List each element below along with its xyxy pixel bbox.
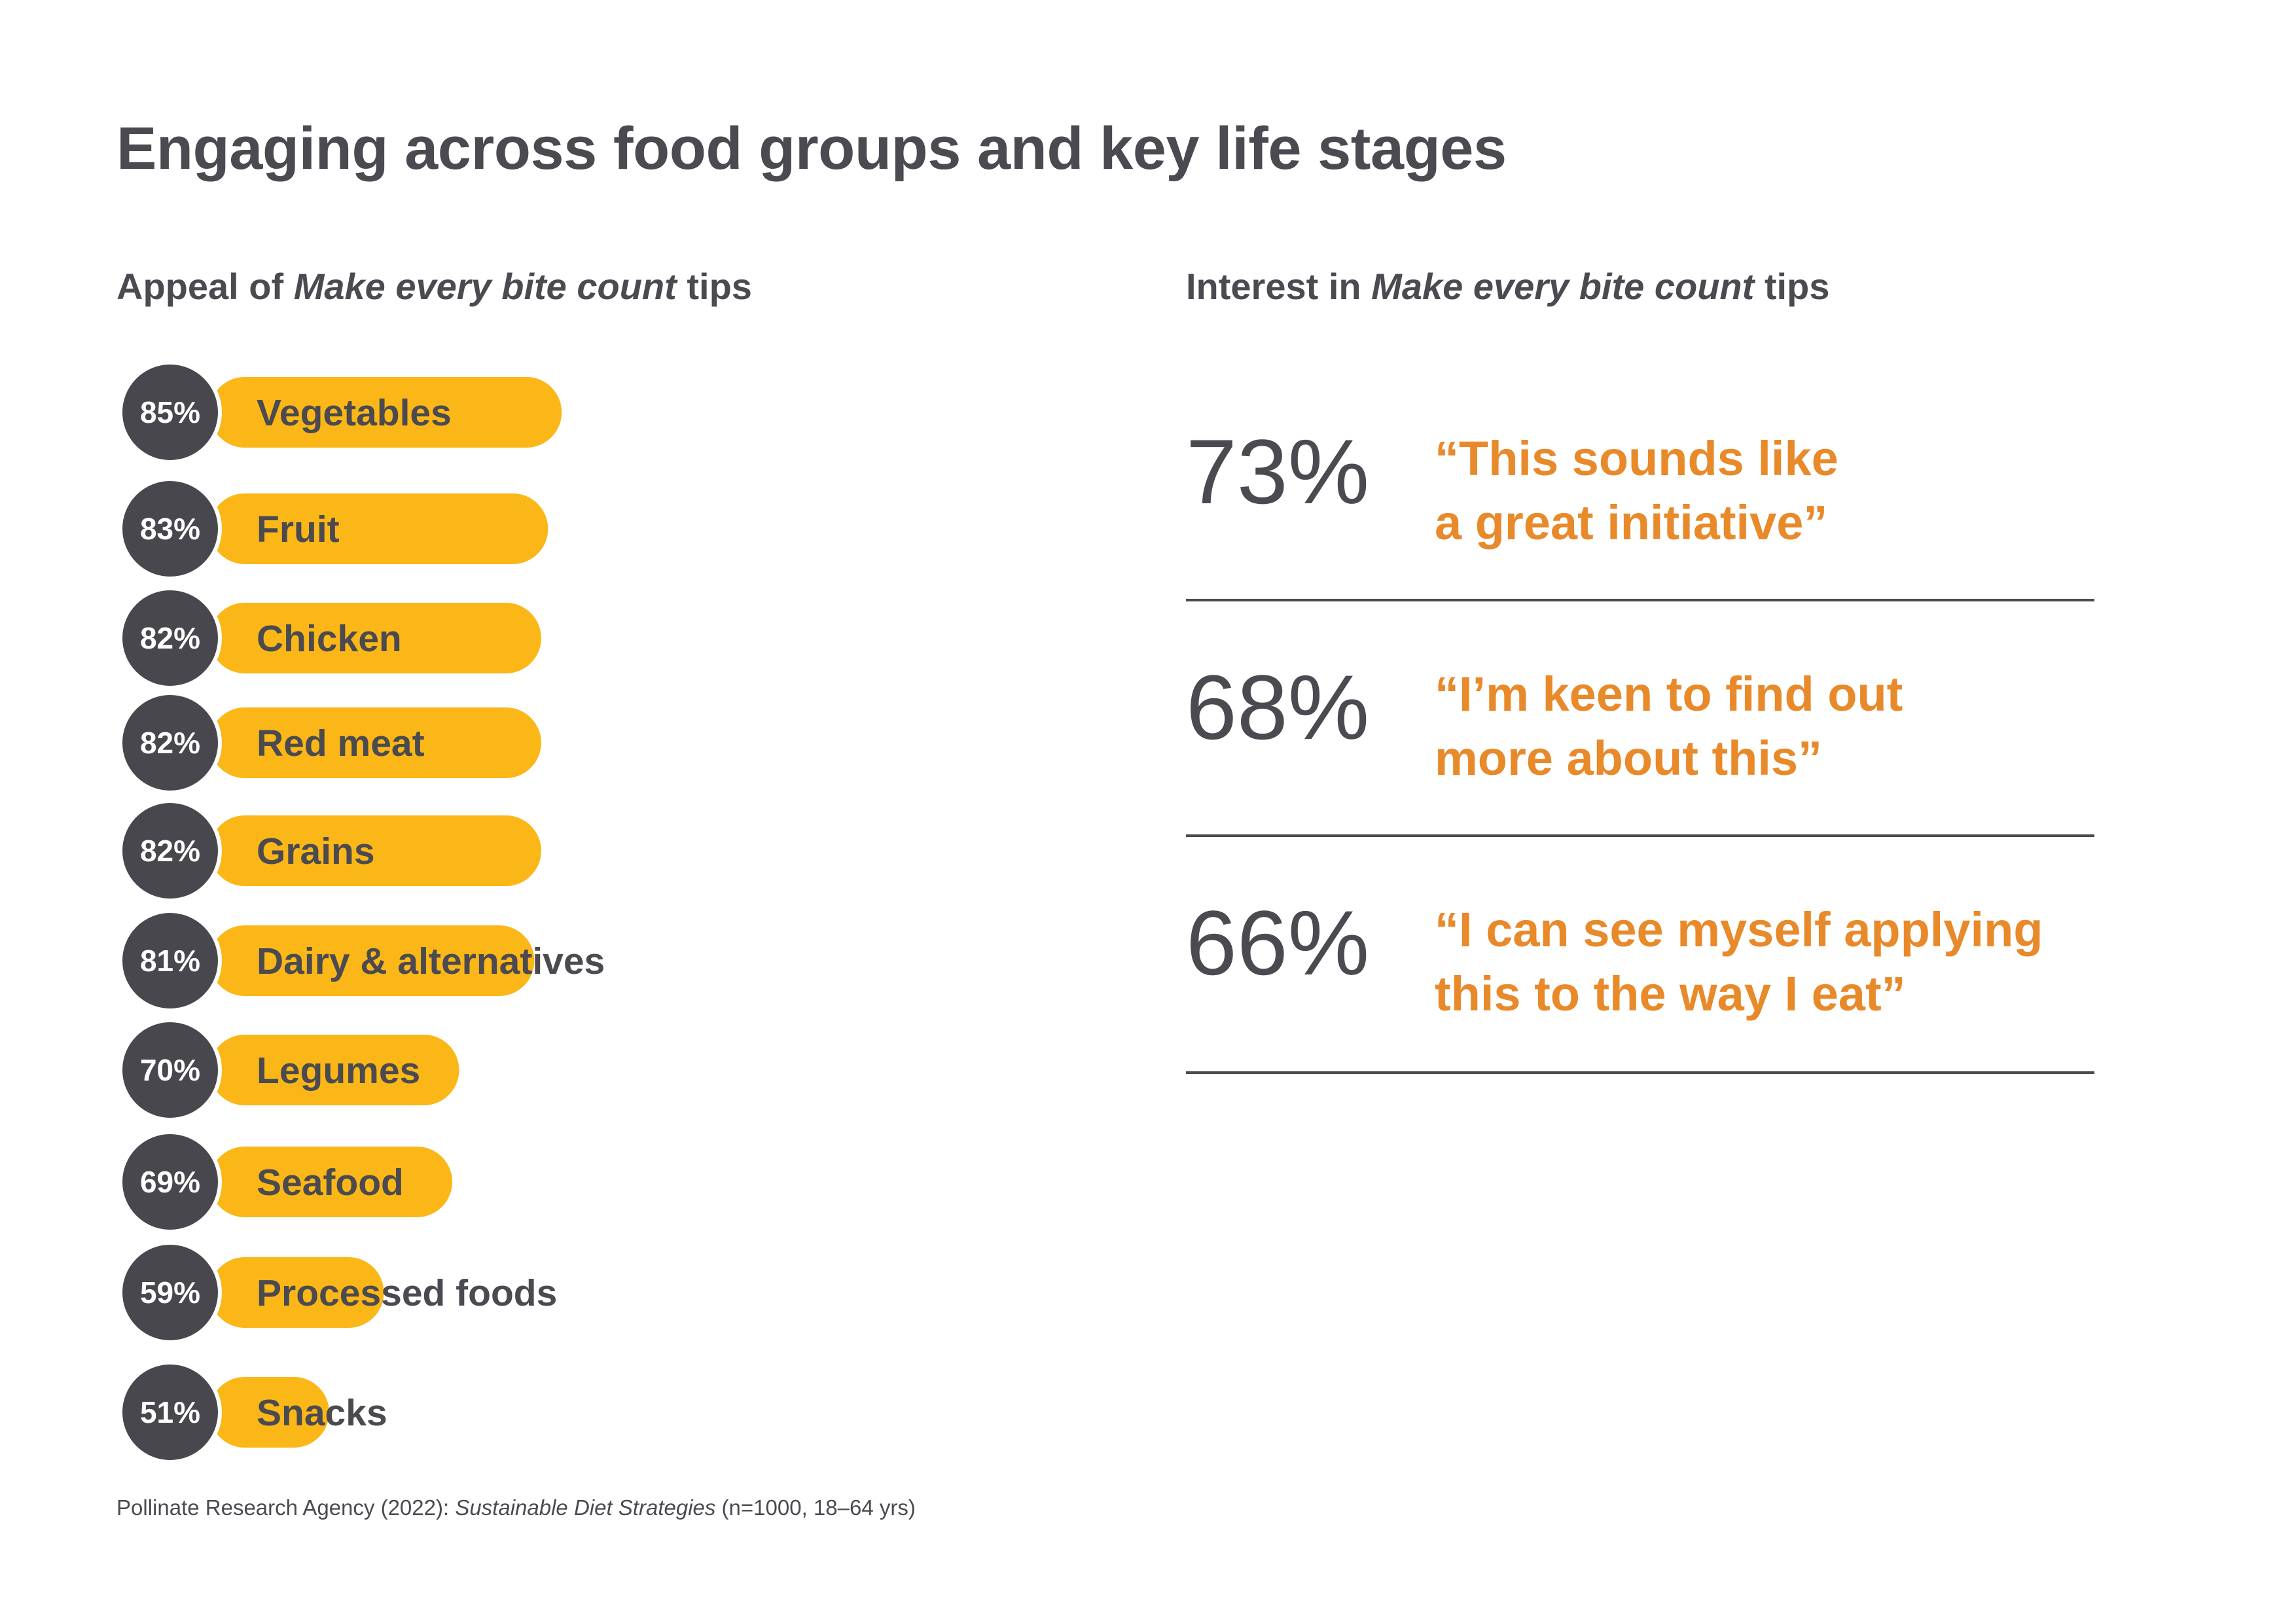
percent-label: 70% <box>140 1053 200 1087</box>
category-label: Red meat <box>257 722 425 764</box>
appeal-subheading-suffix: tips <box>676 266 752 307</box>
bar-chicken <box>209 603 541 673</box>
bar-snacks <box>209 1377 329 1448</box>
bar-dairy-alternatives <box>209 925 535 996</box>
percent-badge <box>118 477 222 580</box>
interest-subheading-emphasis: Make every bite count <box>1371 266 1755 307</box>
interest-quote-line: a great initiative” <box>1435 495 1828 550</box>
percent-badge <box>118 1130 222 1234</box>
interest-quote-line: this to the way I eat” <box>1435 967 1906 1021</box>
percent-label: 59% <box>140 1275 200 1310</box>
divider <box>1186 1071 2094 1074</box>
page-title: Engaging across food groups and key life… <box>117 115 1507 182</box>
category-label: Chicken <box>257 618 402 660</box>
category-label: Vegetables <box>257 392 452 434</box>
interest-quote-line: “This sounds like <box>1435 431 1839 486</box>
interest-quote: “I can see myself applying this to the w… <box>1435 898 2043 1026</box>
bar-seafood <box>209 1147 453 1217</box>
bar-fruit <box>209 493 548 564</box>
appeal-bar-chart: 85% Vegetables 83% Fruit 82% Chicken 82% Red me… <box>118 361 605 1464</box>
interest-quote: “This sounds like a great initiative” <box>1435 427 1839 555</box>
divider <box>1186 834 2094 837</box>
percent-label: 82% <box>140 621 200 655</box>
percent-label: 82% <box>140 834 200 868</box>
percent-badge <box>118 1361 222 1464</box>
bar-processed-foods <box>209 1257 384 1328</box>
percent-label: 82% <box>140 726 200 760</box>
percent-badge <box>118 909 222 1012</box>
bar-vegetables <box>209 377 562 448</box>
interest-subheading-suffix: tips <box>1754 266 1830 307</box>
category-label: Seafood <box>257 1162 404 1204</box>
percent-badge <box>118 799 222 902</box>
source-title: Sustainable Diet Strategies <box>455 1495 716 1520</box>
interest-quote-line: more about this” <box>1435 731 1823 785</box>
source-citation: Pollinate Research Agency (2022): Sustai… <box>117 1495 916 1520</box>
interest-quote: “I’m keen to find out more about this” <box>1435 662 1903 791</box>
category-label: Fruit <box>257 508 340 550</box>
appeal-subheading-emphasis: Make every bite count <box>293 266 677 307</box>
category-label: Grains <box>257 830 375 872</box>
percent-label: 51% <box>140 1395 200 1429</box>
percent-badge <box>118 586 222 690</box>
interest-percent: 68% <box>1186 656 1370 758</box>
interest-subheading: Interest in Make every bite count tips <box>1186 265 1829 308</box>
bar-legumes <box>209 1035 459 1105</box>
interest-percent: 66% <box>1186 891 1370 994</box>
percent-label: 69% <box>140 1165 200 1199</box>
category-label: Legumes <box>257 1050 420 1092</box>
category-label: Snacks <box>257 1392 387 1434</box>
interest-subheading-prefix: Interest in <box>1186 266 1372 307</box>
category-label: Processed foods <box>257 1272 557 1314</box>
percent-label: 85% <box>140 395 200 429</box>
appeal-subheading: Appeal of Make every bite count tips <box>117 265 752 308</box>
interest-quote-line: “I’m keen to find out <box>1435 667 1903 721</box>
percent-badge <box>118 1018 222 1122</box>
bar-grains <box>209 815 541 886</box>
percent-badge <box>118 1241 222 1344</box>
interest-quote-line: “I can see myself applying <box>1435 902 2043 957</box>
percent-badge <box>118 691 222 794</box>
category-label: Dairy & alternatives <box>257 940 605 982</box>
percent-label: 83% <box>140 512 200 546</box>
interest-percent: 73% <box>1186 420 1370 523</box>
divider <box>1186 599 2094 601</box>
appeal-subheading-prefix: Appeal of <box>117 266 294 307</box>
bar-red-meat <box>209 707 541 778</box>
source-prefix: Pollinate Research Agency (2022): <box>117 1495 456 1520</box>
percent-label: 81% <box>140 944 200 978</box>
percent-badge <box>118 361 222 464</box>
source-suffix: (n=1000, 18–64 yrs) <box>715 1495 916 1520</box>
